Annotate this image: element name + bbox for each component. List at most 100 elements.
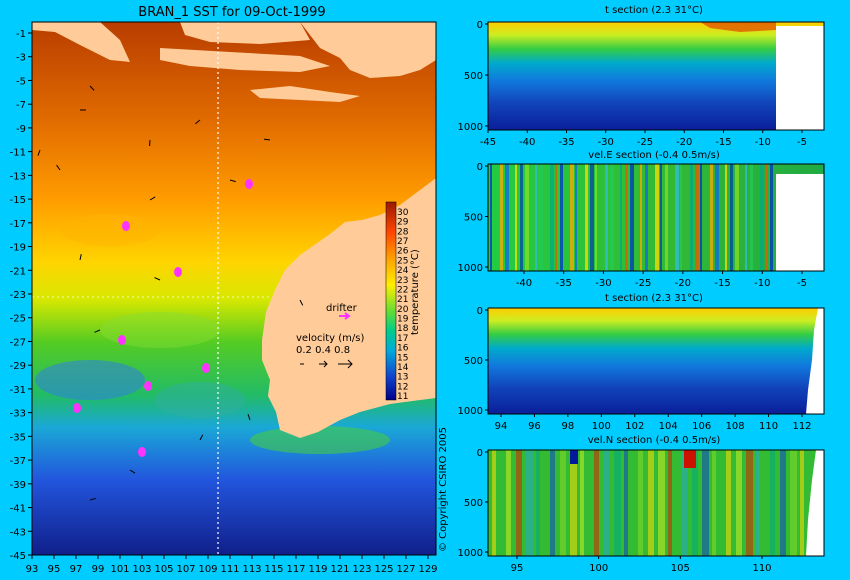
map-x-tick-label: 107 <box>176 564 195 575</box>
section2-frame <box>487 163 825 272</box>
section-y-tick-label: 0 <box>477 162 483 173</box>
velN-coldspot <box>570 450 578 464</box>
map-y-tick-label: -25 <box>10 314 26 325</box>
colorbar-tick-label: 29 <box>397 218 409 228</box>
map-y-tick-label: -43 <box>10 527 26 538</box>
velocity-arrow <box>129 469 136 474</box>
section-x-tick-label: 100 <box>592 421 611 432</box>
velE-stripe <box>520 164 523 271</box>
velE-stripe <box>505 164 509 271</box>
velE-stripe <box>710 164 713 271</box>
section4-mask <box>806 450 824 556</box>
copyright-note: © Copyright CSIRO 2005 <box>438 427 449 552</box>
section-y-tick-label: 1000 <box>458 548 483 559</box>
section-y-tick-label: 0 <box>477 448 483 459</box>
section-y-tick-label: 500 <box>464 498 483 509</box>
velE-stripe <box>570 164 574 271</box>
velocity-arrow <box>229 179 236 183</box>
colorbar-tick-label: 14 <box>397 363 409 373</box>
drifter-legend-mark <box>339 312 351 320</box>
section-y-tick-label: 1000 <box>458 406 483 417</box>
velocity-arrow <box>195 119 201 125</box>
section-x-tick-label: 110 <box>759 421 778 432</box>
map-y-tick-label: -19 <box>10 243 26 254</box>
colorbar-tick-label: 16 <box>397 344 409 354</box>
colorbar-tick-label: 30 <box>397 208 409 218</box>
velocity-arrow <box>89 497 96 501</box>
map-y-tick-label: -35 <box>10 432 26 443</box>
velE-stripe <box>675 164 679 271</box>
velE-stripe <box>590 164 594 271</box>
velN-stripe <box>570 450 577 556</box>
section-x-tick-label: 95 <box>511 563 524 574</box>
section4-stripes <box>492 450 804 556</box>
section1-title: t section (2.3 31°C) <box>605 5 703 16</box>
section-x-tick-label: -5 <box>797 137 807 148</box>
velN-stripe <box>594 450 599 556</box>
velN-stripe <box>604 450 610 556</box>
velN-stripe <box>692 450 698 556</box>
map-y-tick-label: -7 <box>16 100 26 111</box>
velE-stripe <box>765 164 767 271</box>
velN-stripe <box>780 450 786 556</box>
section-x-tick-label: -30 <box>595 278 611 289</box>
section4-field <box>488 450 824 556</box>
drifter-marker <box>144 381 152 391</box>
drifter-marker <box>118 335 126 345</box>
eddy-patch <box>155 382 245 418</box>
velN-stripe <box>560 450 566 556</box>
section3-title: t section (2.3 31°C) <box>605 293 703 304</box>
colorbar-tick-label: 21 <box>397 295 408 305</box>
map-x-tick-label: 125 <box>374 564 393 575</box>
section-x-tick-label: -10 <box>755 137 771 148</box>
section3-frame <box>487 307 825 415</box>
velE-stripe <box>730 164 733 271</box>
velocity-arrow <box>56 164 61 171</box>
velE-stripe <box>610 164 614 271</box>
section3-y-axis: 0 500 1000 <box>458 306 488 417</box>
velN-stripe <box>614 450 621 556</box>
map-y-tick-label: -21 <box>10 266 26 277</box>
section-x-tick-label: -45 <box>480 137 496 148</box>
velE-stripe <box>630 164 634 271</box>
section-x-tick-label: -15 <box>715 137 731 148</box>
velE-stripe <box>690 164 693 271</box>
section4-title: vel.N section (-0.4 0.5m/s) <box>588 435 721 446</box>
map-x-tick-label: 105 <box>154 564 173 575</box>
velE-stripe <box>660 164 662 271</box>
section-y-tick-label: 1000 <box>458 263 483 274</box>
velN-stripe <box>506 450 511 556</box>
section-x-tick-label: 106 <box>692 421 711 432</box>
section2-stripes <box>490 164 773 271</box>
section-x-tick-label: -20 <box>676 137 692 148</box>
map-x-tick-label: 119 <box>308 564 327 575</box>
section-y-tick-label: 500 <box>464 356 483 367</box>
section2-mask <box>776 174 824 271</box>
section4-panel <box>487 449 825 557</box>
velocity-arrow <box>37 149 41 156</box>
colorbar-tick-label: 15 <box>397 353 408 363</box>
colorbar: 3029282726252423222120191817161514131211… <box>385 201 421 402</box>
section2-title: vel.E section (-0.4 0.5m/s) <box>588 150 720 161</box>
velE-stripe <box>770 164 773 271</box>
section-x-tick-label: 102 <box>625 421 644 432</box>
velN-stripe <box>756 450 760 556</box>
section-x-tick-label: -25 <box>635 278 651 289</box>
velN-stripe <box>658 450 665 556</box>
section3-field <box>488 308 824 414</box>
velE-stripe <box>725 164 727 271</box>
drifter-marker <box>138 447 146 457</box>
land-timor <box>300 22 436 78</box>
colorbar-tick-label: 11 <box>397 392 408 402</box>
map-y-tick-label: -31 <box>10 385 26 396</box>
velE-stripe <box>515 164 517 271</box>
section-y-tick-label: 0 <box>477 306 483 317</box>
velN-stripe <box>746 450 753 556</box>
section-x-tick-label: 98 <box>562 421 575 432</box>
colorbar-tick-label: 13 <box>397 373 408 383</box>
map-x-tick-label: 97 <box>70 564 83 575</box>
section2-panel <box>487 163 825 272</box>
velN-stripe <box>770 450 775 556</box>
colorbar-tick-label: 22 <box>397 285 408 295</box>
section4-y-axis: 0 500 1000 <box>458 448 488 559</box>
